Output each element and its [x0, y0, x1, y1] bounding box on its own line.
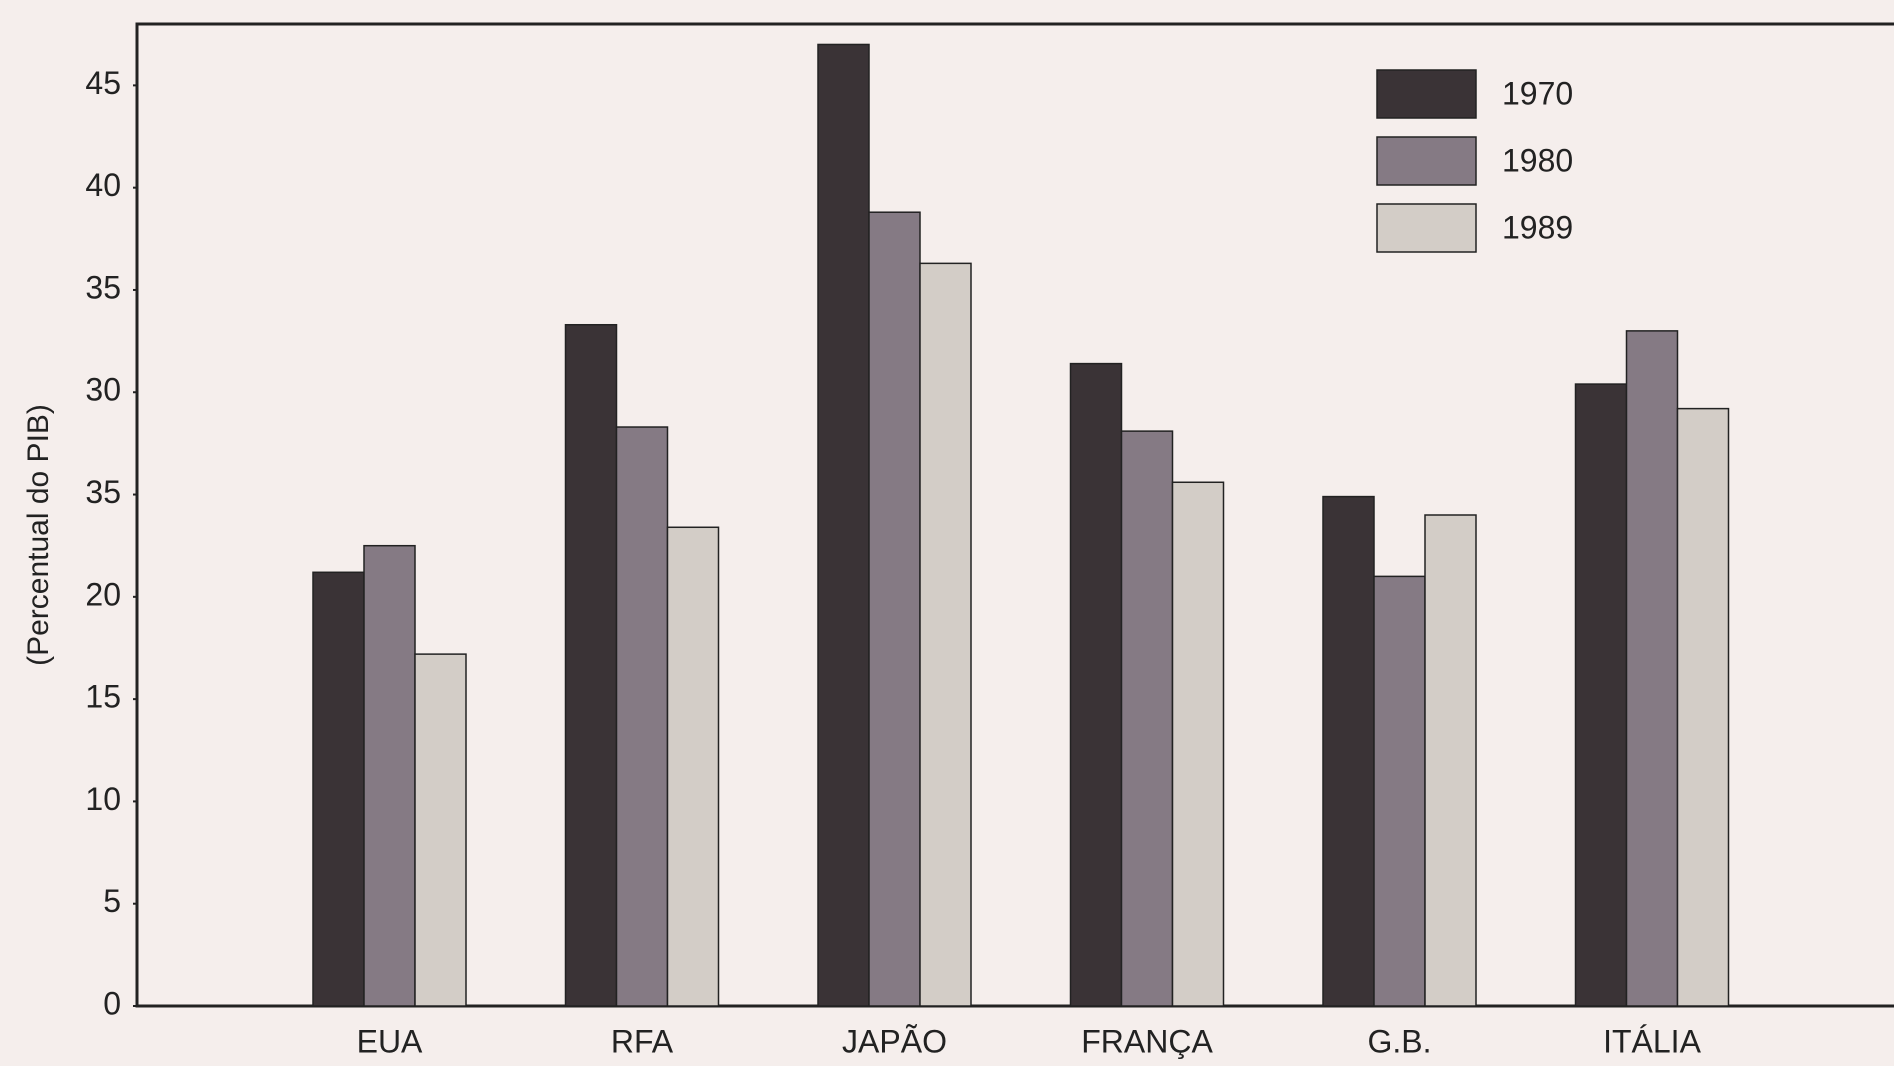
- y-tick-label: 35: [85, 474, 121, 510]
- y-tick-label: 5: [103, 883, 121, 919]
- y-tick-label: 0: [103, 985, 121, 1021]
- legend-label: 1970: [1502, 75, 1573, 111]
- legend-swatch: [1376, 69, 1477, 119]
- y-tick-label: 15: [85, 679, 121, 715]
- legend-label: 1980: [1502, 142, 1573, 178]
- x-tick-label: FRANÇA: [1081, 1023, 1213, 1059]
- bar: [666, 526, 720, 1007]
- x-tick-label: JAPÃO: [842, 1023, 947, 1059]
- y-tick-label: 35: [85, 269, 121, 305]
- bar: [868, 211, 921, 1007]
- bar: [564, 323, 618, 1007]
- x-tick-label: EUA: [357, 1023, 423, 1059]
- legend-label: 1989: [1502, 209, 1573, 245]
- bar: [1424, 514, 1477, 1007]
- x-tick-label: ITÁLIA: [1603, 1023, 1701, 1059]
- axis-frame: [135, 22, 1894, 1008]
- bar: [1171, 481, 1225, 1007]
- x-tick-label: RFA: [611, 1023, 674, 1059]
- y-tick-label: 10: [85, 781, 121, 817]
- bar: [817, 43, 870, 1007]
- bar: [615, 426, 669, 1007]
- bar: [1574, 383, 1628, 1007]
- bar: [414, 653, 467, 1007]
- legend-swatch: [1376, 136, 1477, 186]
- y-tick-label: 45: [85, 65, 121, 101]
- bar: [1625, 330, 1679, 1007]
- bar: [363, 544, 416, 1007]
- legend-swatch: [1376, 203, 1477, 253]
- bar: [1322, 495, 1375, 1007]
- y-axis-label: (Percentual do PIB): [22, 404, 55, 666]
- bar: [1676, 407, 1730, 1007]
- y-tick-label: 30: [85, 372, 121, 408]
- bar: [1373, 575, 1426, 1007]
- y-tick-label: 40: [85, 167, 121, 203]
- bar: [1069, 362, 1123, 1007]
- x-tick-label: G.B.: [1367, 1023, 1431, 1059]
- y-tick-label: 20: [85, 576, 121, 612]
- bar: [1120, 430, 1174, 1007]
- bar: [312, 571, 365, 1007]
- bar: [919, 262, 972, 1007]
